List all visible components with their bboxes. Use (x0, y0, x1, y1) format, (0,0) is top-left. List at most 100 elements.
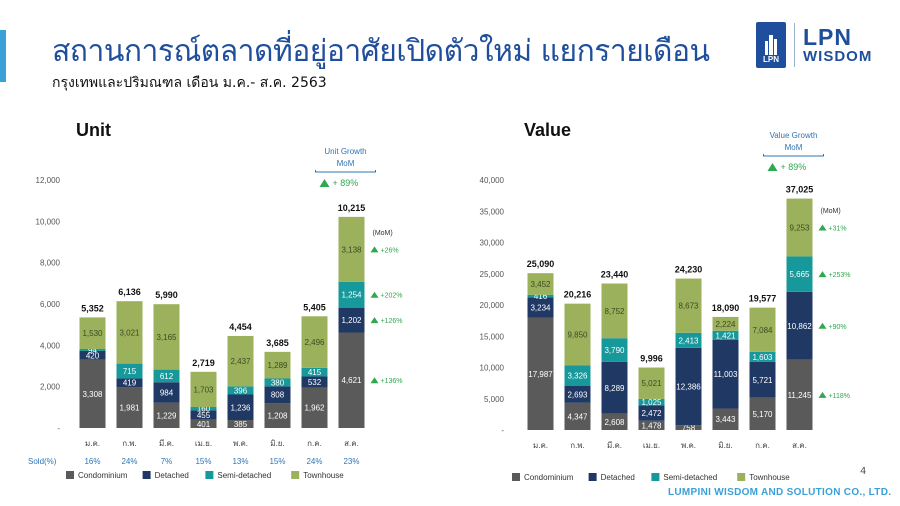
bar-label-townhouse: 1,703 (193, 385, 214, 394)
growth-up-arrow-icon (767, 163, 778, 171)
bar-condo (601, 413, 628, 430)
bar-condo (301, 387, 328, 428)
bar-total-label: 10,215 (338, 203, 366, 213)
y-tick-label: 6,000 (40, 300, 61, 309)
bar-condo (116, 387, 143, 428)
logo-line1: LPN (803, 24, 852, 51)
bar-detached (601, 361, 628, 414)
y-tick-label: 25,000 (480, 270, 505, 279)
bar-label-townhouse: 1,289 (267, 361, 288, 370)
growth-box-title: Unit Growth (324, 147, 366, 156)
mom-up-arrow-icon (818, 322, 827, 329)
bar-semi (79, 349, 106, 351)
bar-label-detached: 12,386 (676, 383, 701, 392)
bar-label-semi: 5,665 (789, 270, 810, 279)
building-icon (765, 35, 777, 55)
x-tick-label: มิ.ย. (270, 439, 284, 448)
bar-label-detached: 984 (160, 388, 174, 397)
x-tick-label: ก.พ. (570, 441, 585, 450)
mom-up-arrow-icon (818, 224, 827, 231)
bar-condo (227, 420, 254, 428)
bar-townhouse (338, 216, 365, 282)
bar-label-townhouse: 3,021 (119, 328, 140, 337)
y-tick-label: 35,000 (480, 207, 505, 216)
mom-growth-label: +118% (829, 393, 850, 400)
mom-growth-label: +126% (381, 318, 403, 325)
bar-label-semi: 380 (271, 378, 285, 387)
growth-box-mom: MoM (785, 143, 803, 152)
bar-label-semi: 1,254 (341, 291, 362, 300)
bar-label-detached: 532 (308, 378, 322, 387)
bar-townhouse (116, 301, 143, 364)
bar-label-condo: 11,245 (788, 391, 812, 400)
bar-semi (638, 398, 665, 406)
bar-label-condo: 1,478 (641, 421, 662, 430)
bar-condo (264, 403, 291, 428)
logo-line2: WISDOM (803, 48, 873, 66)
x-tick-label: ก.ค. (755, 441, 770, 450)
mom-label: (MoM) (821, 208, 841, 215)
growth-box-value: + 89% (333, 178, 359, 188)
y-tick-label: 4,000 (40, 341, 61, 350)
unit-chart: - 2,000 4,000 6,000 8,000 10,000 12,000 3,308 42… (28, 147, 403, 480)
bar-townhouse (675, 278, 702, 333)
bar-townhouse (749, 307, 776, 352)
growth-up-arrow-icon (319, 179, 330, 187)
legend-label: Detached (601, 473, 635, 482)
bar-total-label: 20,216 (564, 290, 592, 300)
bar-townhouse (264, 351, 291, 379)
bar-total-label: 24,230 (675, 265, 703, 275)
bar-label-semi: 1,603 (752, 353, 773, 362)
y-tick-label: 20,000 (480, 301, 505, 310)
bar-label-semi: 160 (197, 405, 211, 414)
bar-label-townhouse: 5,021 (641, 379, 662, 388)
bar-townhouse (712, 316, 739, 331)
bar-label-condo: 4,621 (341, 376, 362, 385)
bar-label-townhouse: 3,452 (530, 280, 551, 289)
page-title: สถานการณ์ตลาดที่อยู่อาศัยเปิดตัวใหม่ แยก… (52, 34, 710, 69)
bar-label-condo: 4,347 (567, 412, 588, 421)
bar-townhouse (190, 371, 217, 408)
legend-swatch-semi (205, 471, 214, 479)
bar-townhouse (601, 283, 628, 339)
bar-total-label: 4,454 (229, 322, 252, 332)
bar-detached (338, 307, 365, 333)
bar-condo (338, 332, 365, 428)
bar-label-condo: 1,229 (156, 411, 177, 420)
growth-box-bracket (315, 170, 376, 173)
bar-label-detached: 1,236 (230, 403, 251, 412)
bar-total-label: 25,090 (527, 259, 555, 269)
bar-label-semi: 416 (534, 292, 548, 301)
x-tick-label: พ.ค. (233, 439, 248, 448)
bar-total-label: 23,440 (601, 270, 629, 280)
bar-detached (116, 378, 143, 388)
legend-swatch-detached (142, 471, 151, 479)
bar-townhouse (638, 367, 665, 399)
mom-up-arrow-icon (370, 377, 379, 384)
x-tick-label: ส.ค. (344, 439, 359, 448)
bar-label-townhouse: 8,673 (678, 302, 699, 311)
bar-townhouse (153, 304, 180, 370)
page-number: 4 (860, 466, 867, 477)
bar-total-label: 9,996 (640, 354, 663, 364)
mom-growth-label: +253% (829, 272, 851, 279)
bar-detached (675, 347, 702, 426)
bar-label-semi: 3,326 (567, 372, 588, 381)
bar-label-detached: 420 (86, 351, 100, 360)
y-tick-label: - (501, 426, 504, 435)
legend-label: Semi-detached (217, 471, 271, 480)
y-tick-label: 15,000 (480, 332, 505, 341)
sold-percent: 16% (84, 457, 100, 466)
bar-label-semi: 1,025 (641, 398, 662, 407)
bar-detached (712, 339, 739, 409)
legend-label: Townhouse (749, 473, 790, 482)
bar-detached (638, 405, 665, 421)
mom-up-arrow-icon (370, 317, 379, 324)
bar-detached (153, 382, 180, 403)
bar-total-label: 19,577 (749, 294, 777, 304)
mom-label: (MoM) (373, 230, 393, 237)
y-tick-label: 30,000 (480, 239, 505, 248)
bar-label-townhouse: 2,437 (230, 357, 251, 366)
bar-condo (712, 408, 739, 430)
bar-label-detached: 419 (123, 379, 137, 388)
